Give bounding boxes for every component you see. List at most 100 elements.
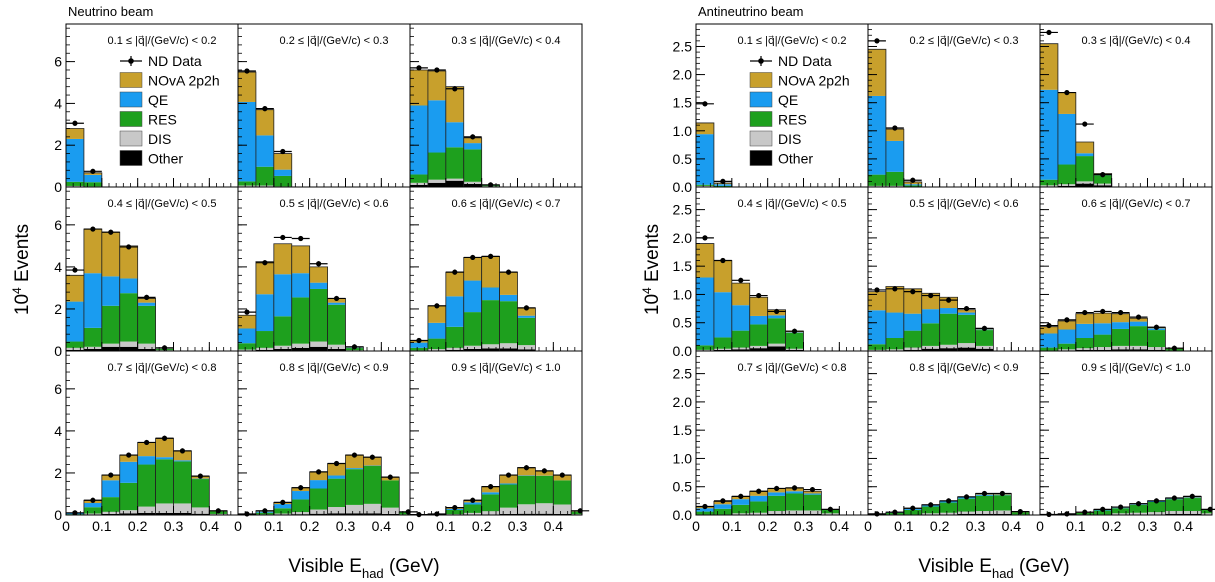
bar-nova-2p2h xyxy=(445,272,464,297)
bar-nova-2p2h xyxy=(427,305,446,323)
y-tick-label: 4 xyxy=(54,259,62,275)
data-point xyxy=(144,294,150,300)
bar-dis xyxy=(238,349,256,351)
bar-other xyxy=(767,346,786,351)
data-point xyxy=(523,465,530,471)
bar-res xyxy=(903,509,922,515)
bar-res xyxy=(767,318,786,344)
y-tick-label: 6 xyxy=(54,217,62,233)
data-point xyxy=(244,309,250,315)
y-tick-label: 0.0 xyxy=(673,179,693,195)
bar-other xyxy=(101,346,120,351)
data-point xyxy=(1135,314,1142,320)
bar-res xyxy=(957,314,976,344)
data-point xyxy=(1100,308,1106,315)
data-point xyxy=(387,474,393,480)
bar-res xyxy=(273,508,292,514)
x-axis-label-base: Visible E xyxy=(918,556,992,577)
bar-dis xyxy=(975,345,994,349)
x-tick-label: 0.1 xyxy=(722,518,742,534)
bar-res xyxy=(83,327,102,347)
data-point xyxy=(161,435,168,441)
data-point xyxy=(1153,498,1160,504)
bar-qe xyxy=(1075,323,1094,338)
x-tick-label: 0.4 xyxy=(830,518,850,534)
bar-res xyxy=(1165,499,1184,512)
data-point xyxy=(179,448,186,454)
bar-qe xyxy=(713,184,732,186)
bar-other xyxy=(921,348,940,351)
bar-dis xyxy=(238,185,256,187)
y-axis-label-base: 10 xyxy=(642,294,663,315)
bar-nova-2p2h xyxy=(255,109,274,136)
data-point xyxy=(262,508,268,514)
bar-dis xyxy=(785,510,804,514)
bar-res xyxy=(1057,343,1076,350)
bar-qe xyxy=(255,135,274,167)
bar-other xyxy=(1165,513,1184,515)
bar-nova-2p2h xyxy=(137,298,156,303)
data-point xyxy=(470,134,476,140)
bar-res xyxy=(238,181,256,186)
bar-res xyxy=(291,297,310,344)
bar-res xyxy=(1111,328,1130,346)
data-point xyxy=(126,244,132,250)
data-point xyxy=(1064,317,1070,323)
bar-qe xyxy=(803,493,822,495)
data-point xyxy=(488,484,494,490)
data-point xyxy=(774,485,780,492)
x-axis-label: Visible Ehad (GeV) xyxy=(918,556,1069,581)
legend: ND Data NOvA 2p2h QE RES DIS Other xyxy=(749,53,850,167)
legend-label: QE xyxy=(148,92,168,108)
y-tick-label: 2.0 xyxy=(673,394,693,410)
data-point xyxy=(488,253,494,259)
data-point xyxy=(1100,506,1106,512)
bar-res xyxy=(868,344,886,350)
panel: 0.5 ≤ |q⃗|/(GeV/c) < 0.6 xyxy=(237,186,411,352)
data-point xyxy=(452,505,458,511)
y-tick-label: 2 xyxy=(54,137,62,153)
x-tick-label: 0.1 xyxy=(436,518,456,534)
bar-nova-2p2h xyxy=(499,475,518,484)
bar-res xyxy=(1093,510,1112,515)
bar-res xyxy=(119,482,138,511)
bar-dis xyxy=(868,349,886,351)
bar-nova-2p2h xyxy=(731,283,750,306)
bar-res xyxy=(1147,501,1166,513)
panel-label: 0.6 ≤ |q⃗|/(GeV/c) < 0.7 xyxy=(452,198,561,210)
panel: 0.3 ≤ |q⃗|/(GeV/c) < 0.4 xyxy=(1039,23,1213,188)
bar-nova-2p2h xyxy=(119,455,138,462)
bar-dis xyxy=(713,348,732,350)
bar-res xyxy=(255,166,274,186)
y-tick-label: 1.5 xyxy=(673,258,693,274)
legend-label: RES xyxy=(778,112,807,128)
bar-res xyxy=(1075,337,1094,349)
panel: 0.6 ≤ |q⃗|/(GeV/c) < 0.7 xyxy=(1039,186,1213,352)
data-point xyxy=(262,260,268,266)
bar-nova-2p2h xyxy=(66,275,84,302)
bar-qe xyxy=(696,134,714,185)
data-point xyxy=(1046,29,1052,36)
bar-qe xyxy=(939,308,958,314)
x-tick-label: 0.3 xyxy=(1138,518,1158,534)
bar-nova-2p2h xyxy=(1111,313,1130,323)
x-tick-label: 0.1 xyxy=(894,518,914,534)
panel: 0.4 ≤ |q⃗|/(GeV/c) < 0.5 0.0 0.5 1.0 1.5 2.0 2… xyxy=(673,186,869,359)
bar-qe xyxy=(731,499,750,505)
y-tick-label: 0 xyxy=(54,507,62,523)
bar-res xyxy=(273,175,292,187)
data-point xyxy=(161,345,168,351)
bar-dis xyxy=(273,345,292,349)
bar-qe xyxy=(83,174,102,183)
bar-res xyxy=(1147,330,1166,348)
legend-label: RES xyxy=(148,112,177,128)
bar-res xyxy=(553,480,572,505)
panel: 0.8 ≤ |q⃗|/(GeV/c) < 0.9 0 0.1 0.2 0.3 0.4 xyxy=(864,350,1041,534)
bar-qe xyxy=(101,480,120,498)
data-point xyxy=(333,295,340,302)
x-axis-label-unit: (GeV) xyxy=(384,556,440,577)
bar-other xyxy=(445,349,464,351)
data-point xyxy=(720,257,726,264)
x-tick-label: 0.1 xyxy=(264,518,284,534)
data-point xyxy=(928,502,934,508)
